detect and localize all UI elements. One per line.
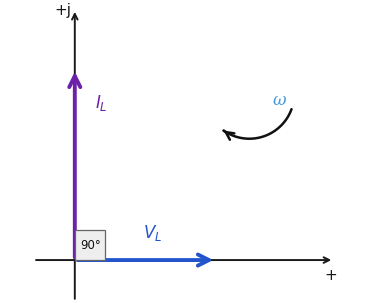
Text: $I_L$: $I_L$ — [95, 93, 107, 113]
Text: $V_L$: $V_L$ — [143, 223, 162, 243]
Bar — [75, 230, 105, 260]
Text: +: + — [324, 268, 337, 282]
Text: +j: +j — [55, 3, 72, 18]
Text: 90°: 90° — [80, 239, 101, 252]
Text: ω: ω — [273, 92, 286, 109]
